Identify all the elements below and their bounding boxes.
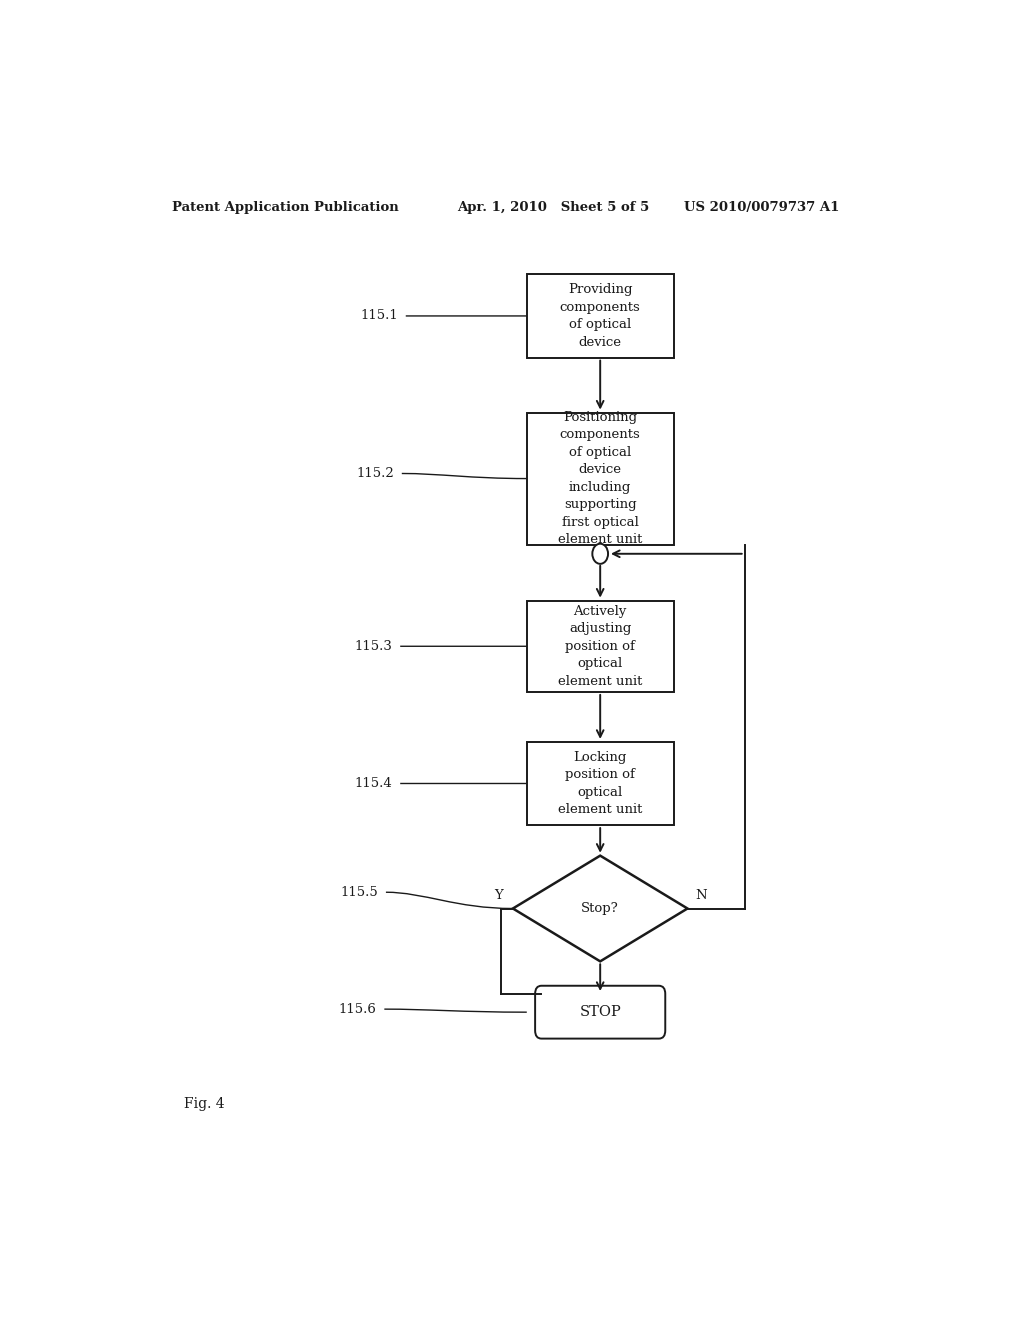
Text: Actively
adjusting
position of
optical
element unit: Actively adjusting position of optical e… [558,605,642,688]
Text: Apr. 1, 2010   Sheet 5 of 5: Apr. 1, 2010 Sheet 5 of 5 [458,201,649,214]
Circle shape [592,544,608,564]
Text: Y: Y [495,888,504,902]
Text: 115.3: 115.3 [354,640,392,653]
Text: Locking
position of
optical
element unit: Locking position of optical element unit [558,751,642,816]
Text: Stop?: Stop? [582,902,620,915]
Polygon shape [513,855,687,961]
Text: Providing
components
of optical
device: Providing components of optical device [560,284,641,348]
FancyBboxPatch shape [536,986,666,1039]
FancyBboxPatch shape [526,412,674,545]
Text: Patent Application Publication: Patent Application Publication [172,201,398,214]
Text: 115.2: 115.2 [356,467,394,480]
Text: STOP: STOP [580,1005,622,1019]
Text: 115.1: 115.1 [360,309,397,322]
FancyBboxPatch shape [526,601,674,692]
Text: 115.4: 115.4 [354,777,392,789]
Text: Positioning
components
of optical
device
including
supporting
first optical
elem: Positioning components of optical device… [558,411,642,546]
Text: Fig. 4: Fig. 4 [183,1097,224,1110]
Text: N: N [695,888,707,902]
Text: 115.6: 115.6 [339,1003,377,1015]
Text: 115.5: 115.5 [340,886,378,899]
Text: US 2010/0079737 A1: US 2010/0079737 A1 [684,201,839,214]
FancyBboxPatch shape [526,742,674,825]
FancyBboxPatch shape [526,275,674,358]
